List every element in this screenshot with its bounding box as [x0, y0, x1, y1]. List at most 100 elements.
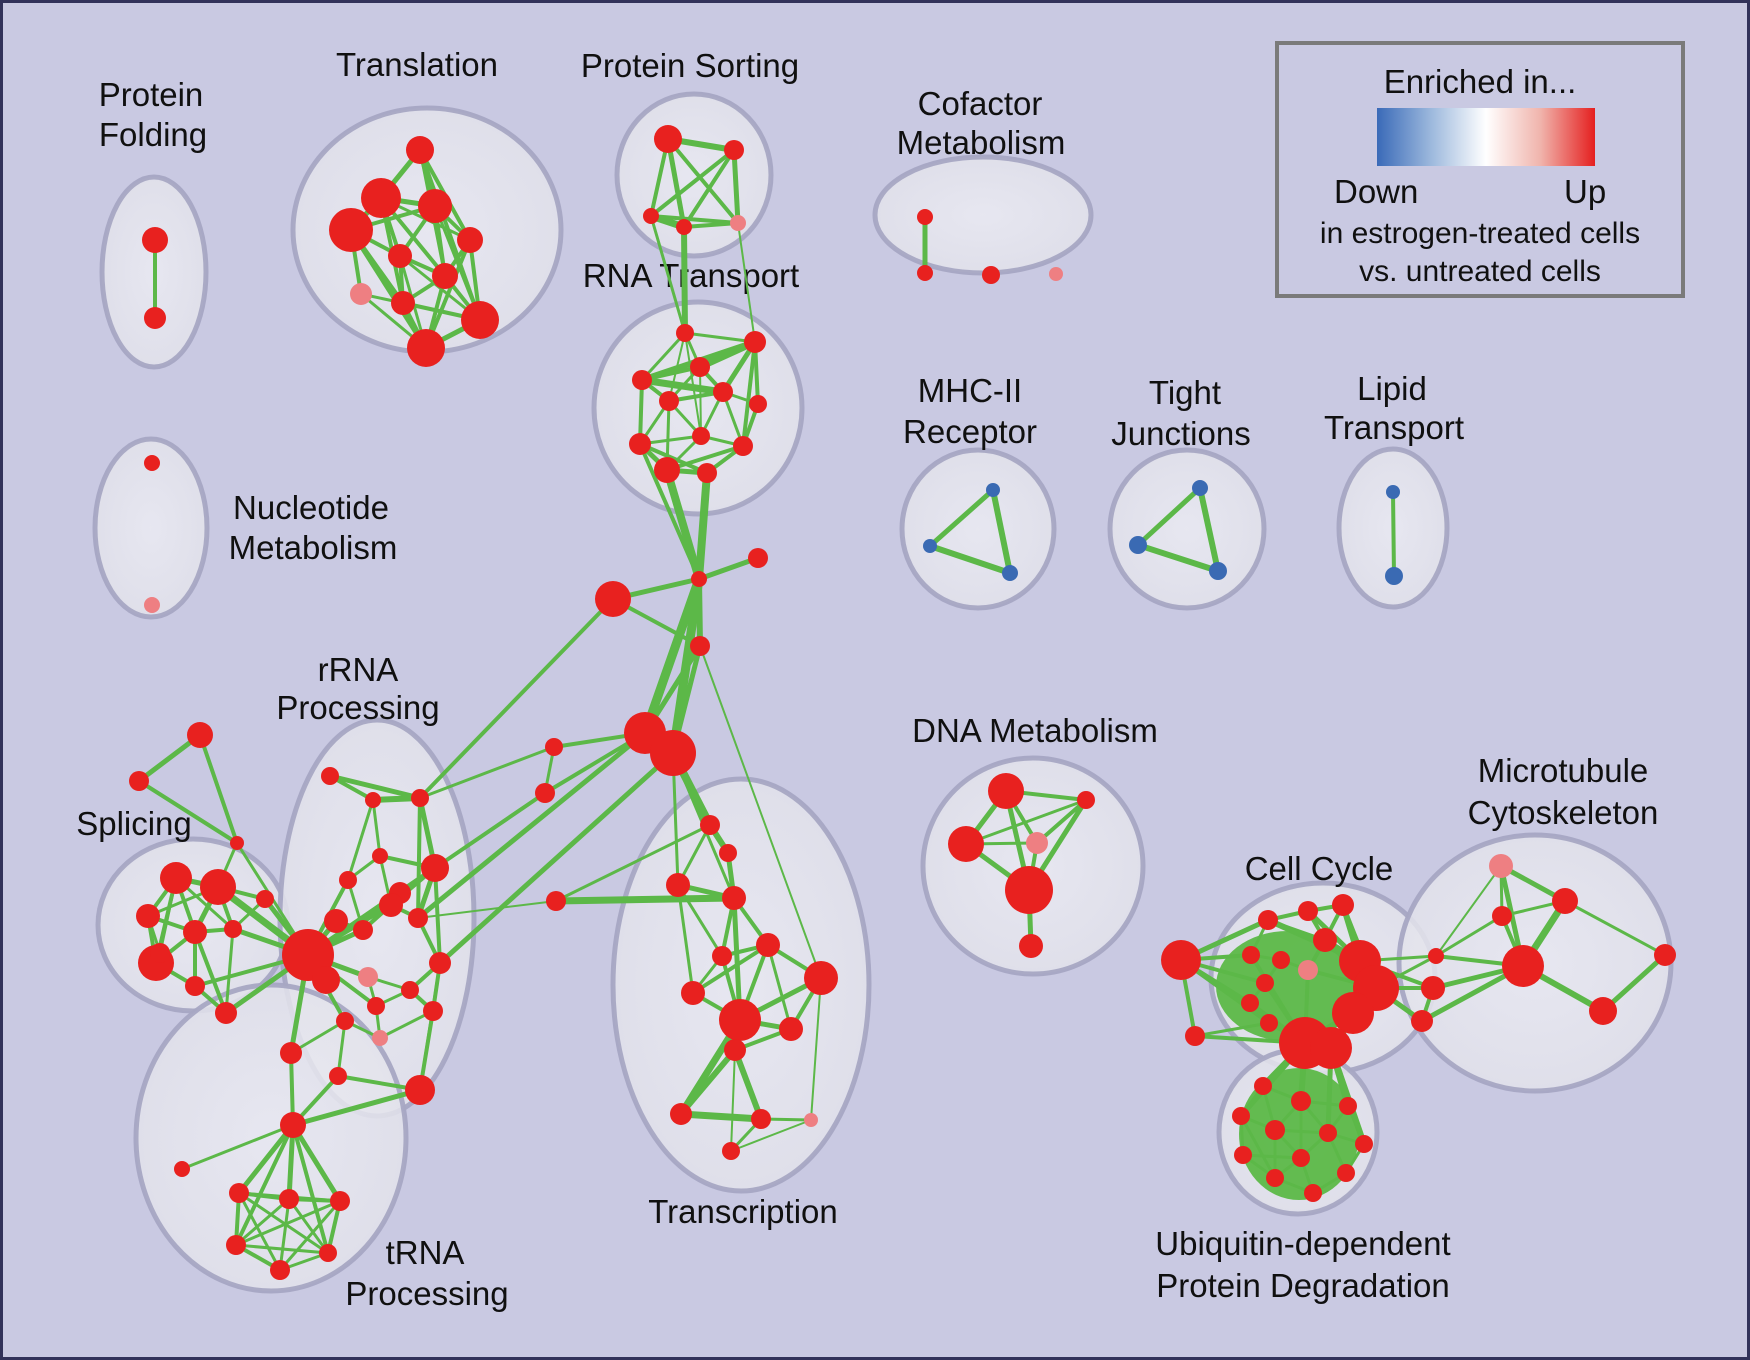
- network-node-t9[interactable]: [391, 291, 415, 315]
- network-node-s2[interactable]: [724, 140, 744, 160]
- network-node-sp3[interactable]: [230, 836, 244, 850]
- network-node-tx12[interactable]: [724, 1039, 746, 1061]
- network-node-sp7[interactable]: [224, 920, 242, 938]
- network-node-tn4[interactable]: [330, 1191, 350, 1211]
- network-node-r8[interactable]: [692, 427, 710, 445]
- network-node-d4[interactable]: [1026, 832, 1048, 854]
- network-node-u4[interactable]: [1232, 1107, 1250, 1125]
- network-node-cc11[interactable]: [1260, 1014, 1278, 1032]
- network-node-s4[interactable]: [676, 219, 692, 235]
- network-node-rr12[interactable]: [358, 967, 378, 987]
- network-node-c6[interactable]: [650, 730, 696, 776]
- network-node-t3[interactable]: [329, 208, 373, 252]
- network-node-tx10[interactable]: [719, 999, 761, 1041]
- network-node-t8[interactable]: [350, 283, 372, 305]
- network-node-u10[interactable]: [1266, 1169, 1284, 1187]
- network-node-m1[interactable]: [986, 483, 1000, 497]
- network-node-tx7[interactable]: [712, 946, 732, 966]
- network-node-mt5[interactable]: [1428, 948, 1444, 964]
- network-node-sp4[interactable]: [200, 869, 236, 905]
- network-node-rr0b[interactable]: [312, 966, 340, 994]
- network-node-rr13[interactable]: [367, 997, 385, 1015]
- network-node-tx15[interactable]: [804, 1113, 818, 1127]
- network-node-mt3[interactable]: [1492, 906, 1512, 926]
- network-node-u12[interactable]: [1304, 1184, 1322, 1202]
- network-node-r3[interactable]: [690, 357, 710, 377]
- network-node-j1[interactable]: [1192, 480, 1208, 496]
- network-node-c7[interactable]: [545, 738, 563, 756]
- network-node-t7[interactable]: [432, 263, 458, 289]
- network-node-cc9[interactable]: [1256, 974, 1274, 992]
- network-node-tn5[interactable]: [226, 1235, 246, 1255]
- network-node-nm2[interactable]: [144, 597, 160, 613]
- network-node-c2[interactable]: [691, 571, 707, 587]
- network-node-tn2[interactable]: [229, 1183, 249, 1203]
- network-node-tx1[interactable]: [700, 815, 720, 835]
- network-node-rr18[interactable]: [336, 1012, 354, 1030]
- network-node-tx9[interactable]: [681, 981, 705, 1005]
- network-node-cc8[interactable]: [1298, 960, 1318, 980]
- network-node-rr10[interactable]: [379, 893, 403, 917]
- network-node-cc10[interactable]: [1241, 994, 1259, 1012]
- network-node-cf2[interactable]: [917, 265, 933, 281]
- network-node-tn3[interactable]: [279, 1189, 299, 1209]
- network-node-t10[interactable]: [461, 301, 499, 339]
- network-node-j3[interactable]: [1209, 562, 1227, 580]
- network-node-cc18[interactable]: [1421, 976, 1445, 1000]
- network-node-tx6[interactable]: [756, 933, 780, 957]
- network-node-r9[interactable]: [629, 433, 651, 455]
- network-node-r2[interactable]: [744, 331, 766, 353]
- network-node-cc6[interactable]: [1242, 946, 1260, 964]
- network-node-cc4[interactable]: [1332, 894, 1354, 916]
- network-node-r5[interactable]: [713, 382, 733, 402]
- network-node-s1[interactable]: [654, 125, 682, 153]
- network-node-sp2[interactable]: [187, 722, 213, 748]
- network-node-sp13[interactable]: [150, 943, 170, 963]
- network-node-l1[interactable]: [1386, 485, 1400, 499]
- network-node-u11[interactable]: [1337, 1164, 1355, 1182]
- network-node-cc12[interactable]: [1185, 1026, 1205, 1046]
- network-node-tn6[interactable]: [319, 1244, 337, 1262]
- network-node-m2[interactable]: [923, 539, 937, 553]
- network-node-d5[interactable]: [1005, 866, 1053, 914]
- network-node-cc15[interactable]: [1332, 992, 1374, 1034]
- network-node-sp11[interactable]: [185, 976, 205, 996]
- network-node-rr16[interactable]: [423, 1001, 443, 1021]
- network-node-t2[interactable]: [361, 178, 401, 218]
- network-node-tn7[interactable]: [270, 1260, 290, 1280]
- network-node-t11[interactable]: [407, 329, 445, 367]
- network-node-tx8[interactable]: [804, 961, 838, 995]
- network-node-u6[interactable]: [1319, 1124, 1337, 1142]
- network-node-tx11[interactable]: [779, 1017, 803, 1041]
- network-node-u8[interactable]: [1234, 1146, 1252, 1164]
- network-node-j2[interactable]: [1129, 536, 1147, 554]
- network-node-cc5[interactable]: [1313, 928, 1337, 952]
- network-node-c1[interactable]: [595, 581, 631, 617]
- network-node-d3[interactable]: [948, 826, 984, 862]
- network-node-d1[interactable]: [988, 773, 1024, 809]
- network-node-tx13[interactable]: [670, 1103, 692, 1125]
- network-node-r7[interactable]: [749, 395, 767, 413]
- network-node-mt7[interactable]: [1654, 944, 1676, 966]
- network-node-s5[interactable]: [730, 215, 746, 231]
- network-node-cc1[interactable]: [1161, 940, 1201, 980]
- network-node-rr9[interactable]: [353, 920, 373, 940]
- network-node-tx3[interactable]: [666, 873, 690, 897]
- network-node-m3[interactable]: [1002, 565, 1018, 581]
- network-node-rr17[interactable]: [372, 1030, 388, 1046]
- network-node-tx2[interactable]: [719, 844, 737, 862]
- network-node-mt4[interactable]: [1502, 945, 1544, 987]
- network-node-c8[interactable]: [535, 783, 555, 803]
- network-node-cf1[interactable]: [917, 209, 933, 225]
- network-node-u9[interactable]: [1292, 1149, 1310, 1167]
- network-node-sp9[interactable]: [183, 920, 207, 944]
- network-node-u1[interactable]: [1254, 1077, 1272, 1095]
- network-node-mt2[interactable]: [1552, 888, 1578, 914]
- network-node-pf1[interactable]: [142, 227, 168, 253]
- network-node-nm1[interactable]: [144, 455, 160, 471]
- network-node-u2[interactable]: [1291, 1091, 1311, 1111]
- network-node-sp6[interactable]: [136, 904, 160, 928]
- network-node-r1[interactable]: [676, 324, 694, 342]
- network-node-r10[interactable]: [733, 436, 753, 456]
- network-node-tx16[interactable]: [722, 1142, 740, 1160]
